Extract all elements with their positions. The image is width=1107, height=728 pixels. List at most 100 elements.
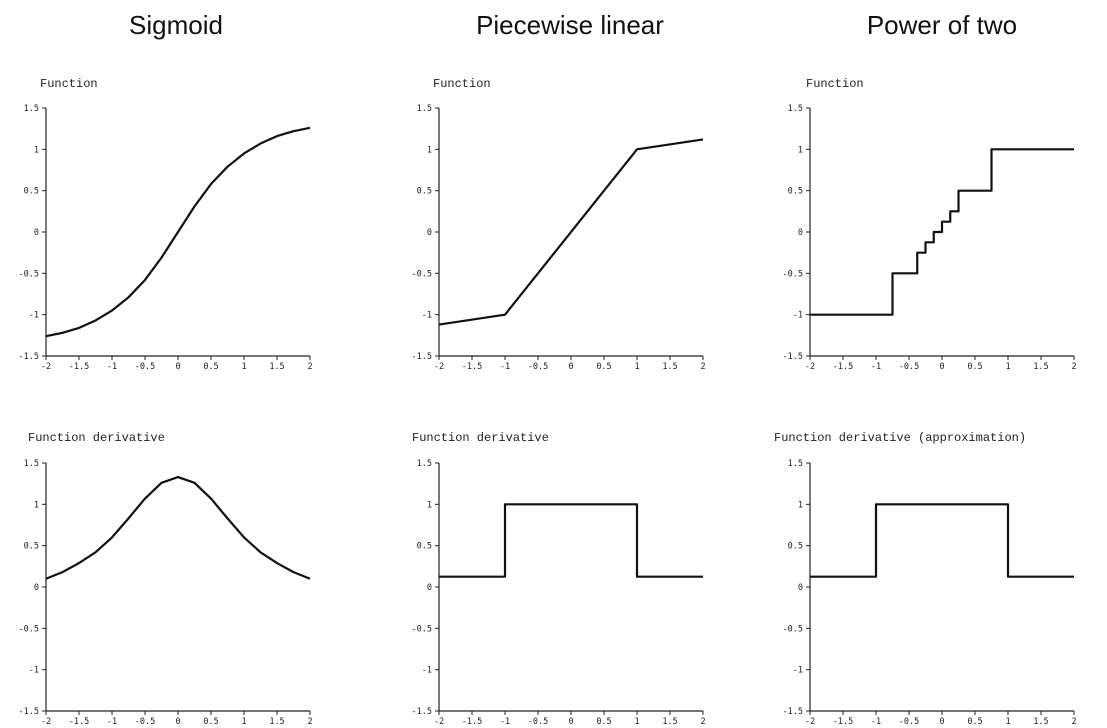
y-tick-label: 1.5 bbox=[24, 104, 39, 114]
x-tick-label: 1 bbox=[241, 717, 246, 727]
series-line bbox=[439, 503, 703, 578]
x-tick-label: 0 bbox=[939, 717, 944, 727]
y-tick-label: 0 bbox=[34, 228, 39, 238]
y-tick-label: 0.5 bbox=[417, 542, 432, 552]
x-tick-label: 0.5 bbox=[596, 362, 611, 372]
y-tick-label: 1.5 bbox=[417, 459, 432, 469]
y-tick-label: 0.5 bbox=[417, 187, 432, 197]
x-tick-label: 2 bbox=[1071, 362, 1076, 372]
x-tick-label: -1 bbox=[500, 717, 510, 727]
series-line bbox=[45, 475, 311, 580]
x-tick-label: 0 bbox=[568, 362, 573, 372]
x-tick-label: -0.5 bbox=[135, 717, 155, 727]
column-title-sigmoid: Sigmoid bbox=[129, 10, 223, 40]
x-tick-label: -2 bbox=[805, 362, 815, 372]
x-tick-label: 1 bbox=[634, 362, 639, 372]
y-tick-label: 0 bbox=[427, 583, 432, 593]
y-tick-label: -1.5 bbox=[412, 352, 432, 362]
x-tick-label: -2 bbox=[41, 362, 51, 372]
column-title-piecewise-linear: Piecewise linear bbox=[476, 10, 664, 40]
x-tick-label: -1.5 bbox=[833, 717, 853, 727]
x-tick-label: 1 bbox=[634, 717, 639, 727]
y-tick-label: -1 bbox=[29, 666, 39, 676]
x-tick-label: -2 bbox=[41, 717, 51, 727]
y-tick-label: -0.5 bbox=[19, 269, 39, 279]
x-tick-label: 1.5 bbox=[1033, 362, 1048, 372]
y-tick-label: 0.5 bbox=[788, 542, 803, 552]
y-tick-label: -0.5 bbox=[412, 269, 432, 279]
x-tick-label: 0.5 bbox=[596, 717, 611, 727]
x-tick-label: 1 bbox=[1005, 362, 1010, 372]
x-tick-label: 0.5 bbox=[967, 362, 982, 372]
y-tick-label: -1 bbox=[422, 311, 432, 321]
y-tick-label: 1 bbox=[798, 500, 803, 510]
x-tick-label: 1.5 bbox=[1033, 717, 1048, 727]
y-tick-label: -1.5 bbox=[783, 707, 803, 717]
y-tick-label: 0 bbox=[798, 228, 803, 238]
y-tick-label: 0 bbox=[798, 583, 803, 593]
y-tick-label: -1.5 bbox=[783, 352, 803, 362]
y-tick-label: -1 bbox=[29, 311, 39, 321]
y-tick-label: 1 bbox=[427, 500, 432, 510]
x-tick-label: 0.5 bbox=[203, 717, 218, 727]
y-tick-label: -0.5 bbox=[783, 624, 803, 634]
x-tick-label: 2 bbox=[700, 362, 705, 372]
x-tick-label: 2 bbox=[1071, 717, 1076, 727]
x-tick-label: -1 bbox=[871, 717, 881, 727]
y-tick-label: -1.5 bbox=[19, 352, 39, 362]
x-tick-label: -0.5 bbox=[899, 717, 919, 727]
y-tick-label: -0.5 bbox=[783, 269, 803, 279]
x-tick-label: -0.5 bbox=[528, 717, 548, 727]
x-tick-label: -0.5 bbox=[135, 362, 155, 372]
x-tick-label: 1.5 bbox=[269, 717, 284, 727]
y-tick-label: 1 bbox=[34, 145, 39, 155]
y-tick-label: 0.5 bbox=[24, 187, 39, 197]
y-tick-label: 0.5 bbox=[24, 542, 39, 552]
y-tick-label: -1 bbox=[793, 311, 803, 321]
x-tick-label: -1 bbox=[500, 362, 510, 372]
series-line bbox=[438, 138, 704, 326]
x-tick-label: -1 bbox=[871, 362, 881, 372]
y-tick-label: 1.5 bbox=[24, 459, 39, 469]
x-tick-label: -1 bbox=[107, 362, 117, 372]
y-tick-label: 1.5 bbox=[788, 459, 803, 469]
x-tick-label: -1.5 bbox=[462, 717, 482, 727]
plot-label-sigmoid-function: Function bbox=[40, 77, 98, 91]
y-tick-label: -1.5 bbox=[412, 707, 432, 717]
y-tick-label: 0 bbox=[34, 583, 39, 593]
y-tick-label: 1.5 bbox=[788, 104, 803, 114]
series-line bbox=[45, 126, 311, 338]
series-line bbox=[810, 503, 1074, 578]
x-tick-label: 0 bbox=[939, 362, 944, 372]
y-tick-label: -0.5 bbox=[412, 624, 432, 634]
x-tick-label: 1.5 bbox=[662, 362, 677, 372]
x-tick-label: -1.5 bbox=[69, 362, 89, 372]
y-tick-label: -1 bbox=[422, 666, 432, 676]
x-tick-label: 1.5 bbox=[662, 717, 677, 727]
x-tick-label: 2 bbox=[700, 717, 705, 727]
x-tick-label: -2 bbox=[434, 717, 444, 727]
x-tick-label: -1.5 bbox=[833, 362, 853, 372]
x-tick-label: -1.5 bbox=[69, 717, 89, 727]
y-tick-label: 1 bbox=[427, 145, 432, 155]
x-tick-label: 2 bbox=[307, 362, 312, 372]
x-tick-label: 0.5 bbox=[203, 362, 218, 372]
x-tick-label: -2 bbox=[434, 362, 444, 372]
x-tick-label: 0 bbox=[175, 717, 180, 727]
y-tick-label: -0.5 bbox=[19, 624, 39, 634]
y-tick-label: 1 bbox=[798, 145, 803, 155]
plot-label-power-function: Function bbox=[806, 77, 864, 91]
x-tick-label: 0 bbox=[568, 717, 573, 727]
y-tick-label: 0.5 bbox=[788, 187, 803, 197]
plot-label-piecewise-function: Function bbox=[433, 77, 491, 91]
x-tick-label: -0.5 bbox=[899, 362, 919, 372]
x-tick-label: 0.5 bbox=[967, 717, 982, 727]
x-tick-label: 1.5 bbox=[269, 362, 284, 372]
x-tick-label: -1 bbox=[107, 717, 117, 727]
